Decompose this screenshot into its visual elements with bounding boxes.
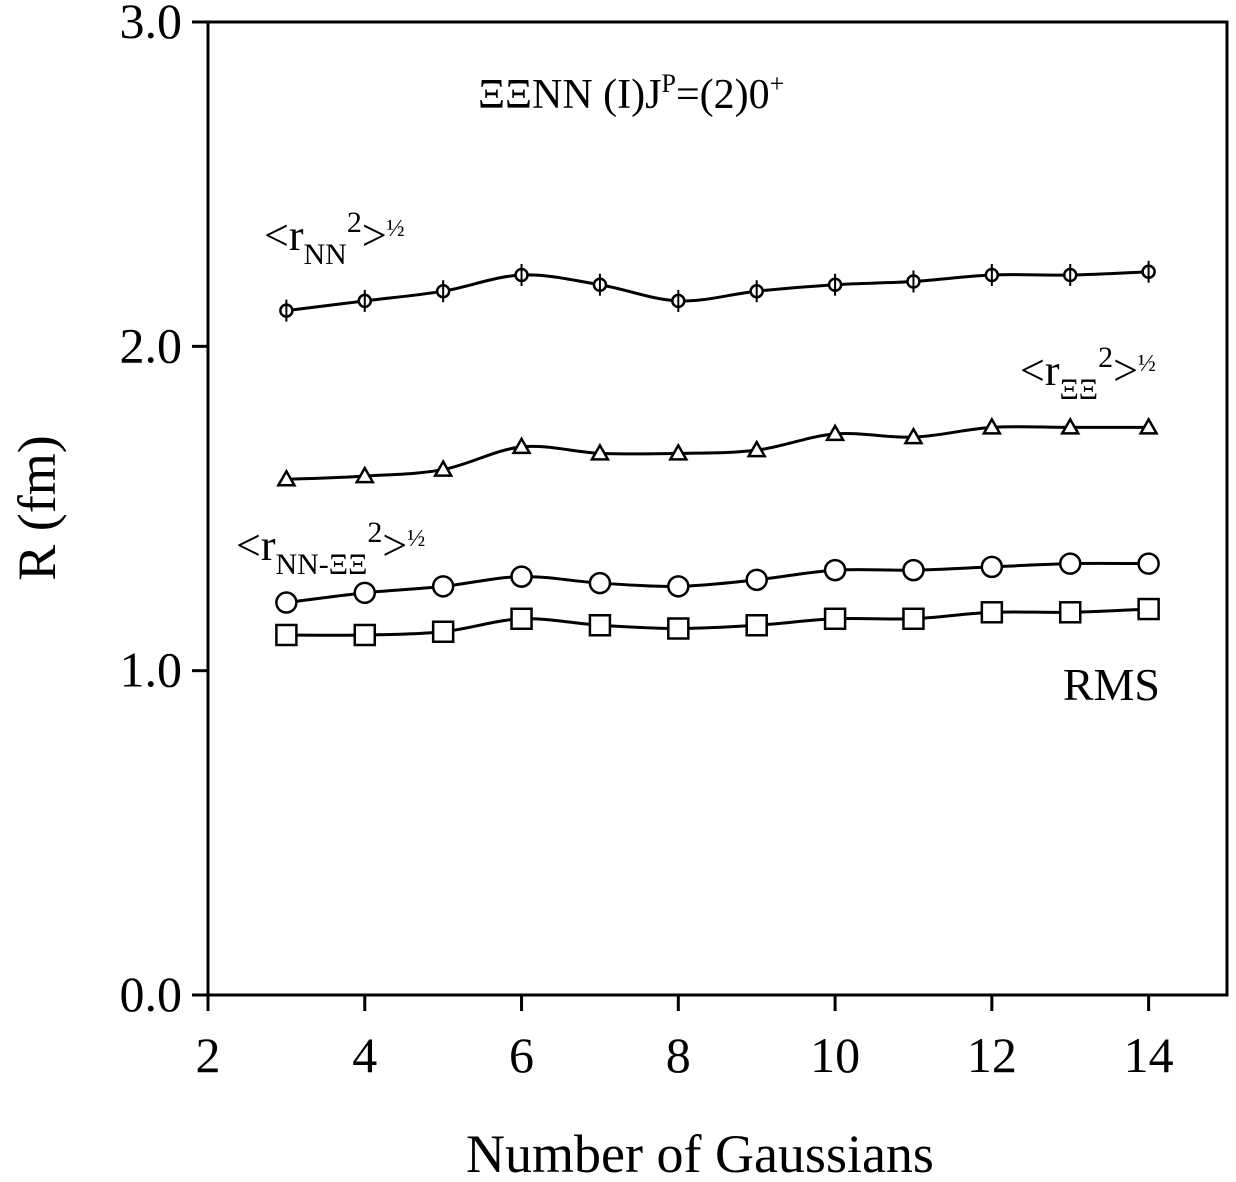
data-point (745, 568, 768, 592)
series-line (286, 607, 1149, 637)
data-point (668, 442, 689, 461)
data-point (667, 575, 690, 598)
y-tick-label: 3.0 (120, 0, 183, 49)
x-tick-label: 8 (666, 1027, 691, 1083)
chart-title: ΞΞNN (I)JP=(2)0+ (478, 69, 784, 118)
y-tick-label: 0.0 (120, 966, 183, 1022)
series-3 (275, 552, 1160, 614)
x-axis-label: Number of Gaussians (466, 1124, 934, 1182)
y-tick-label: 1.0 (120, 642, 183, 698)
plot-frame (206, 20, 1229, 997)
data-point (432, 459, 454, 477)
data-point (902, 558, 925, 582)
series-4 (275, 597, 1160, 647)
data-point (431, 620, 455, 643)
data-point (592, 273, 608, 296)
x-tick-label: 10 (810, 1027, 860, 1083)
series-line (286, 561, 1149, 605)
y-tick-label: 2.0 (120, 317, 183, 373)
data-point (903, 426, 924, 445)
data-point (510, 607, 533, 631)
data-point (354, 465, 375, 484)
x-tick-label: 6 (509, 1027, 534, 1083)
data-point (981, 416, 1003, 435)
data-point (1060, 416, 1081, 435)
data-point (514, 263, 529, 286)
annotation-rnnxx: <rNN-ΞΞ2>½ (236, 516, 425, 581)
x-tick-label: 4 (352, 1027, 377, 1083)
data-point (823, 558, 847, 582)
series-line (286, 425, 1149, 481)
data-point (275, 623, 298, 647)
annotation-rms: RMS (1063, 659, 1160, 710)
data-point (1062, 263, 1078, 286)
series-line (286, 270, 1149, 313)
data-point (1138, 416, 1159, 435)
data-point (510, 565, 533, 588)
data-point (823, 607, 847, 631)
data-point (745, 614, 768, 637)
data-point (357, 289, 373, 312)
data-point (1058, 601, 1082, 624)
data-point (279, 299, 294, 322)
data-point (353, 623, 377, 647)
data-point (667, 617, 690, 640)
data-point (980, 601, 1004, 624)
data-point (906, 270, 921, 293)
x-axis-ticks: 2 4 6 8 10 12 14 (196, 995, 1174, 1083)
data-point (276, 468, 297, 487)
data-point (431, 575, 455, 598)
series-2 (276, 416, 1159, 487)
series-1 (279, 260, 1156, 322)
data-point (902, 607, 925, 631)
annotation-rnn: <rNN2>½ (264, 206, 405, 271)
annotation-rxx: <rΞΞ2>½ (1020, 341, 1156, 406)
x-tick-label: 12 (967, 1027, 1017, 1083)
data-point (1058, 552, 1082, 575)
data-point (353, 581, 377, 605)
data-point (749, 280, 764, 303)
data-point (435, 280, 451, 303)
data-point (824, 423, 846, 442)
data-point (984, 263, 1000, 286)
data-point (1141, 260, 1156, 283)
x-tick-label: 14 (1124, 1027, 1174, 1083)
data-point (589, 442, 611, 461)
data-point (511, 436, 532, 455)
x-tick-label: 2 (196, 1027, 221, 1083)
data-point (746, 439, 767, 458)
data-point (1137, 597, 1160, 621)
y-axis-label: R (fm) (7, 435, 67, 580)
data-point (827, 273, 843, 296)
y-axis-ticks: 0.0 1.0 2.0 3.0 (120, 0, 208, 1022)
data-point (588, 614, 612, 637)
data-point (1137, 552, 1160, 575)
data-point (671, 289, 686, 312)
data-point (980, 555, 1004, 579)
data-point (588, 571, 612, 595)
data-point (275, 591, 298, 614)
series-layer (275, 260, 1160, 647)
